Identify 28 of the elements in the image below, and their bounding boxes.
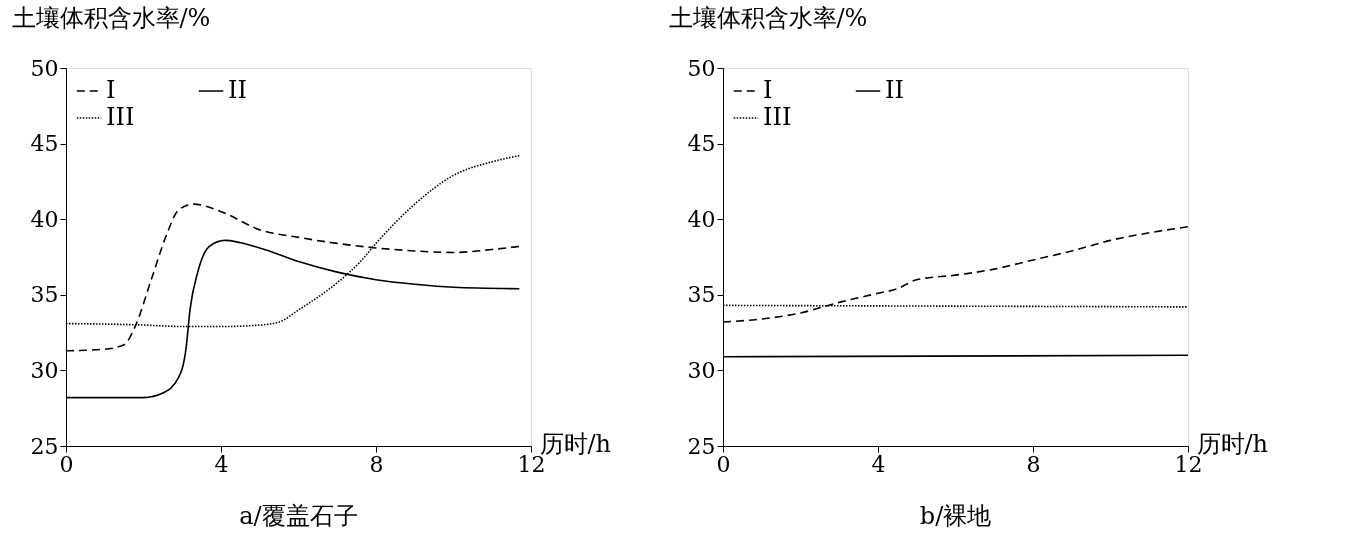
x-tick-label: 4 bbox=[871, 451, 886, 477]
y-tick-label: 45 bbox=[687, 131, 716, 157]
y-tick-label: 30 bbox=[687, 357, 716, 383]
legend-label: III bbox=[106, 103, 135, 131]
legend-label: III bbox=[763, 103, 792, 131]
x-tick-label: 4 bbox=[214, 451, 229, 477]
x-tick-label: 0 bbox=[59, 451, 74, 477]
y-tick-label: 30 bbox=[30, 357, 59, 383]
y-tick-label: 25 bbox=[30, 433, 59, 459]
y-tick-label: 40 bbox=[687, 206, 716, 232]
x-tick-label: 8 bbox=[1026, 451, 1041, 477]
legend-label: I bbox=[106, 76, 116, 104]
x-tick-label: 8 bbox=[369, 451, 384, 477]
y-axis-title: 土壤体积含水率/% bbox=[11, 3, 211, 32]
y-tick-label: 40 bbox=[30, 206, 59, 232]
text: a/覆盖石子 bbox=[239, 502, 358, 530]
x-tick-label: 0 bbox=[716, 451, 731, 477]
y-tick-label: 50 bbox=[30, 55, 59, 81]
y-axis-title: 土壤体积含水率/% bbox=[668, 3, 868, 32]
legend-label: I bbox=[763, 76, 773, 104]
y-tick-label: 35 bbox=[687, 282, 716, 308]
text: b/裸地 bbox=[919, 502, 992, 530]
y-tick-label: 50 bbox=[687, 55, 716, 81]
legend-label: II bbox=[885, 76, 904, 104]
y-tick-label: 35 bbox=[30, 282, 59, 308]
legend-label: II bbox=[228, 76, 247, 104]
y-tick-label: 25 bbox=[687, 433, 716, 459]
y-tick-label: 45 bbox=[30, 131, 59, 157]
